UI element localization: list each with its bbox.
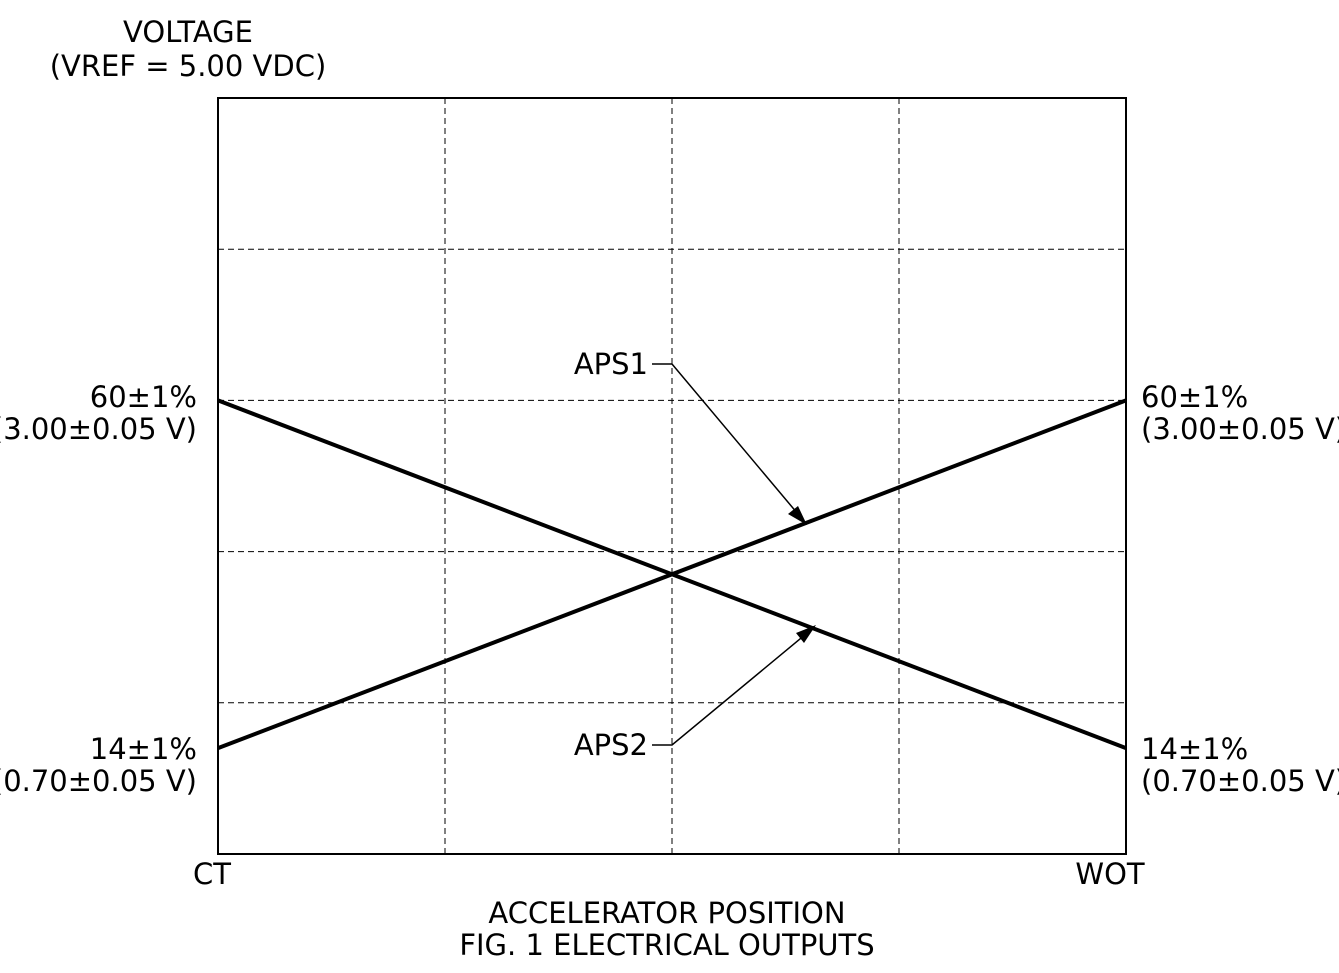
left-low-voltage: (0.70±0.05 V) bbox=[0, 764, 197, 798]
series-lines bbox=[217, 398, 1127, 751]
grid bbox=[218, 98, 1126, 854]
aps2-leader bbox=[652, 628, 813, 746]
right-low-percent: 14±1% bbox=[1141, 732, 1248, 766]
figure-caption: FIG. 1 ELECTRICAL OUTPUTS bbox=[459, 928, 874, 962]
y-axis-title: VOLTAGE bbox=[123, 15, 253, 49]
x-tick-label-wot: WOT bbox=[1075, 857, 1145, 891]
right-high-percent: 60±1% bbox=[1141, 380, 1248, 414]
x-tick-label-ct: CT bbox=[193, 857, 231, 891]
x-axis-title: ACCELERATOR POSITION bbox=[488, 896, 845, 930]
aps2-callout bbox=[652, 625, 816, 746]
series-line-aps2 bbox=[217, 398, 1127, 751]
left-high-percent: 60±1% bbox=[90, 380, 197, 414]
left-high-voltage: (3.00±0.05 V) bbox=[0, 412, 197, 446]
series-label-aps2: APS2 bbox=[574, 728, 648, 762]
plot-frame bbox=[217, 97, 1127, 855]
aps2-arrowhead bbox=[796, 625, 816, 643]
left-low-percent: 14±1% bbox=[90, 732, 197, 766]
right-high-voltage: (3.00±0.05 V) bbox=[1141, 412, 1339, 446]
series-label-aps1: APS1 bbox=[574, 347, 648, 381]
aps1-leader bbox=[652, 363, 804, 521]
y-axis-subtitle: (VREF = 5.00 VDC) bbox=[50, 49, 327, 83]
right-low-voltage: (0.70±0.05 V) bbox=[1141, 764, 1339, 798]
aps1-arrowhead bbox=[788, 506, 807, 525]
aps1-callout bbox=[652, 363, 807, 525]
